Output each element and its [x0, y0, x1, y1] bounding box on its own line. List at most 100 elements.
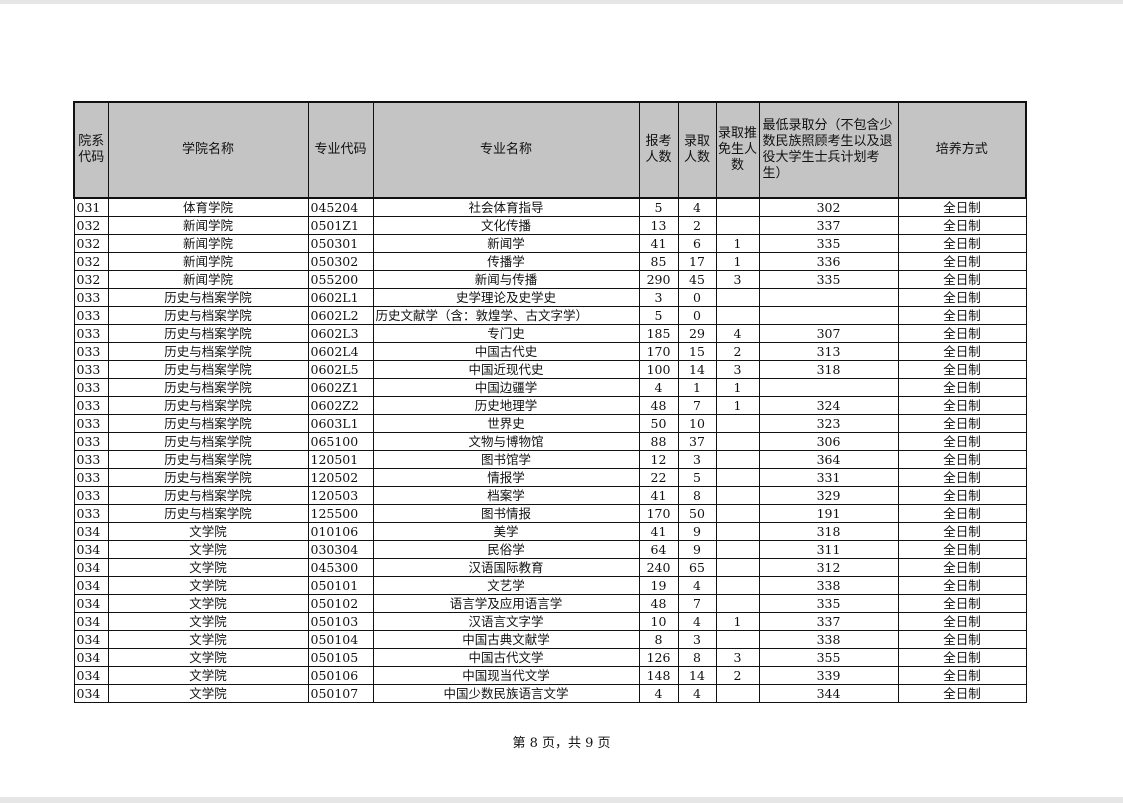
cell-college-name: 文学院	[107, 612, 309, 631]
cell-exempt-admitted: 1	[715, 378, 760, 397]
cell-admitted: 4	[677, 576, 717, 595]
cell-major-name: 图书情报	[372, 504, 640, 523]
header-major-name: 专业名称	[372, 101, 640, 199]
cell-admitted: 0	[677, 306, 717, 325]
cell-applicants: 290	[638, 270, 679, 289]
cell-admitted: 4	[677, 197, 717, 217]
cell-admitted: 3	[677, 630, 717, 649]
table-row: 032 新闻学院 050302 传播学 85 17 1 336 全日制	[73, 252, 1027, 271]
cell-major-name: 情报学	[372, 468, 640, 487]
cell-admitted: 9	[677, 540, 717, 559]
cell-admitted: 6	[677, 234, 717, 253]
cell-dept-code: 033	[73, 342, 109, 361]
table-row: 033 历史与档案学院 0602Z1 中国边疆学 4 1 1 全日制	[73, 378, 1027, 397]
cell-study-mode: 全日制	[897, 612, 1027, 631]
cell-min-score: 329	[758, 486, 899, 505]
cell-study-mode: 全日制	[897, 324, 1027, 343]
cell-major-code: 045204	[307, 197, 374, 217]
cell-college-name: 文学院	[107, 666, 309, 685]
cell-dept-code: 032	[73, 234, 109, 253]
cell-major-name: 民俗学	[372, 540, 640, 559]
cell-applicants: 48	[638, 396, 679, 415]
cell-study-mode: 全日制	[897, 288, 1027, 307]
cell-study-mode: 全日制	[897, 594, 1027, 613]
cell-study-mode: 全日制	[897, 522, 1027, 541]
table-row: 034 文学院 010106 美学 41 9 318 全日制	[73, 522, 1027, 541]
cell-min-score	[758, 288, 899, 307]
cell-min-score: 338	[758, 630, 899, 649]
cell-min-score: 306	[758, 432, 899, 451]
cell-major-code: 055200	[307, 270, 374, 289]
cell-major-code: 0602Z1	[307, 378, 374, 397]
cell-exempt-admitted: 1	[715, 234, 760, 253]
viewer-top-bar	[0, 0, 1123, 4]
cell-exempt-admitted	[715, 522, 760, 541]
cell-applicants: 50	[638, 414, 679, 433]
cell-admitted: 3	[677, 450, 717, 469]
cell-study-mode: 全日制	[897, 360, 1027, 379]
cell-college-name: 历史与档案学院	[107, 324, 309, 343]
cell-college-name: 文学院	[107, 648, 309, 667]
cell-major-name: 中国古代史	[372, 342, 640, 361]
cell-major-name: 专门史	[372, 324, 640, 343]
cell-major-code: 125500	[307, 504, 374, 523]
cell-dept-code: 031	[73, 197, 109, 217]
table-row: 034 文学院 050101 文艺学 19 4 338 全日制	[73, 576, 1027, 595]
cell-min-score: 191	[758, 504, 899, 523]
table-row: 034 文学院 050105 中国古代文学 126 8 3 355 全日制	[73, 648, 1027, 667]
cell-min-score: 344	[758, 684, 899, 703]
cell-applicants: 64	[638, 540, 679, 559]
header-applicants: 报考人数	[638, 101, 679, 199]
cell-applicants: 170	[638, 504, 679, 523]
cell-college-name: 文学院	[107, 522, 309, 541]
cell-study-mode: 全日制	[897, 270, 1027, 289]
cell-major-name: 中国现当代文学	[372, 666, 640, 685]
table-row: 033 历史与档案学院 125500 图书情报 170 50 191 全日制	[73, 504, 1027, 523]
cell-exempt-admitted: 1	[715, 396, 760, 415]
cell-admitted: 14	[677, 666, 717, 685]
cell-major-code: 050102	[307, 594, 374, 613]
cell-exempt-admitted: 2	[715, 342, 760, 361]
cell-applicants: 4	[638, 684, 679, 703]
cell-major-name: 美学	[372, 522, 640, 541]
cell-min-score: 323	[758, 414, 899, 433]
cell-major-name: 历史地理学	[372, 396, 640, 415]
cell-exempt-admitted	[715, 486, 760, 505]
cell-exempt-admitted: 2	[715, 666, 760, 685]
table-header-row: 院系代码 学院名称 专业代码 专业名称 报考人数 录取人数 录取推免生人数 最低…	[73, 101, 1027, 199]
header-min-score: 最低录取分（不包含少数民族照顾考生以及退役大学生士兵计划考生）	[758, 101, 899, 199]
cell-college-name: 文学院	[107, 576, 309, 595]
cell-study-mode: 全日制	[897, 558, 1027, 577]
cell-applicants: 3	[638, 288, 679, 307]
cell-min-score: 355	[758, 648, 899, 667]
cell-major-code: 0501Z1	[307, 216, 374, 235]
cell-exempt-admitted	[715, 576, 760, 595]
cell-exempt-admitted: 3	[715, 270, 760, 289]
header-study-mode: 培养方式	[897, 101, 1027, 199]
cell-admitted: 45	[677, 270, 717, 289]
cell-study-mode: 全日制	[897, 504, 1027, 523]
cell-major-code: 0602L3	[307, 324, 374, 343]
cell-dept-code: 032	[73, 252, 109, 271]
cell-exempt-admitted: 3	[715, 360, 760, 379]
cell-admitted: 37	[677, 432, 717, 451]
cell-study-mode: 全日制	[897, 234, 1027, 253]
cell-min-score: 307	[758, 324, 899, 343]
table-row: 034 文学院 050102 语言学及应用语言学 48 7 335 全日制	[73, 594, 1027, 613]
cell-dept-code: 034	[73, 684, 109, 703]
cell-min-score: 318	[758, 360, 899, 379]
cell-dept-code: 033	[73, 450, 109, 469]
cell-study-mode: 全日制	[897, 342, 1027, 361]
cell-dept-code: 033	[73, 504, 109, 523]
table-row: 034 文学院 030304 民俗学 64 9 311 全日制	[73, 540, 1027, 559]
cell-dept-code: 033	[73, 306, 109, 325]
cell-admitted: 50	[677, 504, 717, 523]
cell-min-score: 339	[758, 666, 899, 685]
cell-applicants: 10	[638, 612, 679, 631]
cell-min-score: 337	[758, 612, 899, 631]
cell-exempt-admitted: 3	[715, 648, 760, 667]
cell-exempt-admitted	[715, 468, 760, 487]
cell-major-code: 120501	[307, 450, 374, 469]
cell-major-code: 045300	[307, 558, 374, 577]
cell-major-code: 050107	[307, 684, 374, 703]
